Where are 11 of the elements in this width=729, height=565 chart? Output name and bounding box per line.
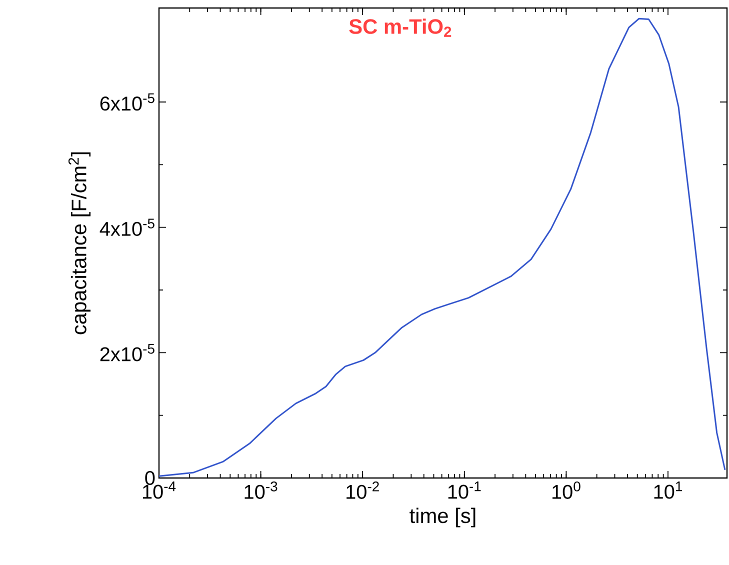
x-tick-label: 10$^{-3}$ [244, 482, 278, 499]
y-tick-label: 4x10$^{-5}$ [100, 218, 154, 236]
text: SC m-TiO$_{2}$ [349, 18, 452, 37]
x-tick-label: 10$^{0}$ [552, 482, 580, 499]
x-axis-title: time [s] [410, 508, 476, 528]
y-axis-title: capacitance [F/cm$^{2}$] [68, 152, 91, 334]
y-tick-label: 2x10$^{-5}$ [100, 344, 154, 362]
x-tick-label: 10$^{1}$ [654, 482, 682, 499]
x-tick-label: 10$^{-1}$ [448, 482, 481, 499]
y-tick-label: 6x10$^{-5}$ [100, 93, 154, 111]
x-tick-label: 10$^{-2}$ [346, 482, 379, 499]
